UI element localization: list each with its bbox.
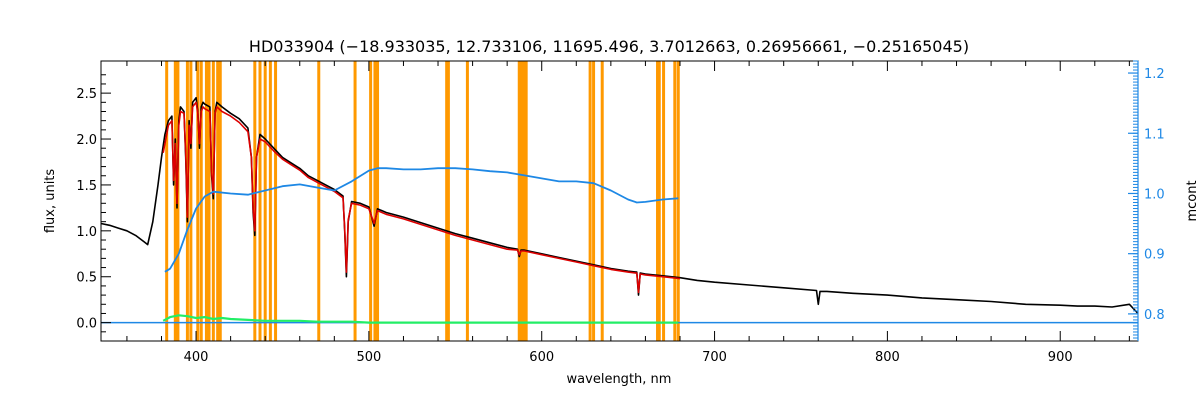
y-axis-label: flux, units xyxy=(43,169,58,234)
y-tick-label-4: 2.0 xyxy=(76,133,97,148)
model-series-line xyxy=(162,101,681,294)
y-tick-label-0: 0.0 xyxy=(76,317,97,332)
y-tick-label-5: 2.5 xyxy=(76,87,97,102)
residual-series-line xyxy=(162,314,679,324)
mcont-series-line xyxy=(164,167,679,273)
y2-tick-label-3: 1.1 xyxy=(1144,127,1165,142)
x-tick-label-0: 400 xyxy=(184,350,209,365)
axes: 400 500 600 700 800 900 0.0 0.5 1.0 1.5 2.0 2.5 0.8 0… xyxy=(76,60,1165,365)
y2-tick-label-2: 1.0 xyxy=(1144,187,1165,202)
y2-tick-label-4: 1.2 xyxy=(1144,67,1165,82)
x-axis-label: wavelength, nm xyxy=(567,372,672,387)
y-tick-label-1: 0.5 xyxy=(76,271,97,286)
y2-axis-label: mcont xyxy=(1185,180,1200,221)
plot-frame xyxy=(100,60,1139,342)
series-lines xyxy=(100,96,1139,324)
x-tick-label-1: 500 xyxy=(356,350,381,365)
y2-tick-label-1: 0.9 xyxy=(1144,248,1165,263)
observed-series-line xyxy=(100,96,1139,315)
x-tick-label-3: 700 xyxy=(702,350,727,365)
mask-lines xyxy=(165,61,680,341)
x-tick-label-2: 600 xyxy=(529,350,554,365)
x-tick-label-5: 900 xyxy=(1048,350,1073,365)
y-tick-label-3: 1.5 xyxy=(76,179,97,194)
y2-tick-label-0: 0.8 xyxy=(1144,308,1165,323)
x-tick-label-4: 800 xyxy=(875,350,900,365)
chart-title: HD033904 (−18.933035, 12.733106, 11695.4… xyxy=(249,37,969,56)
y-tick-label-2: 1.0 xyxy=(76,225,97,240)
